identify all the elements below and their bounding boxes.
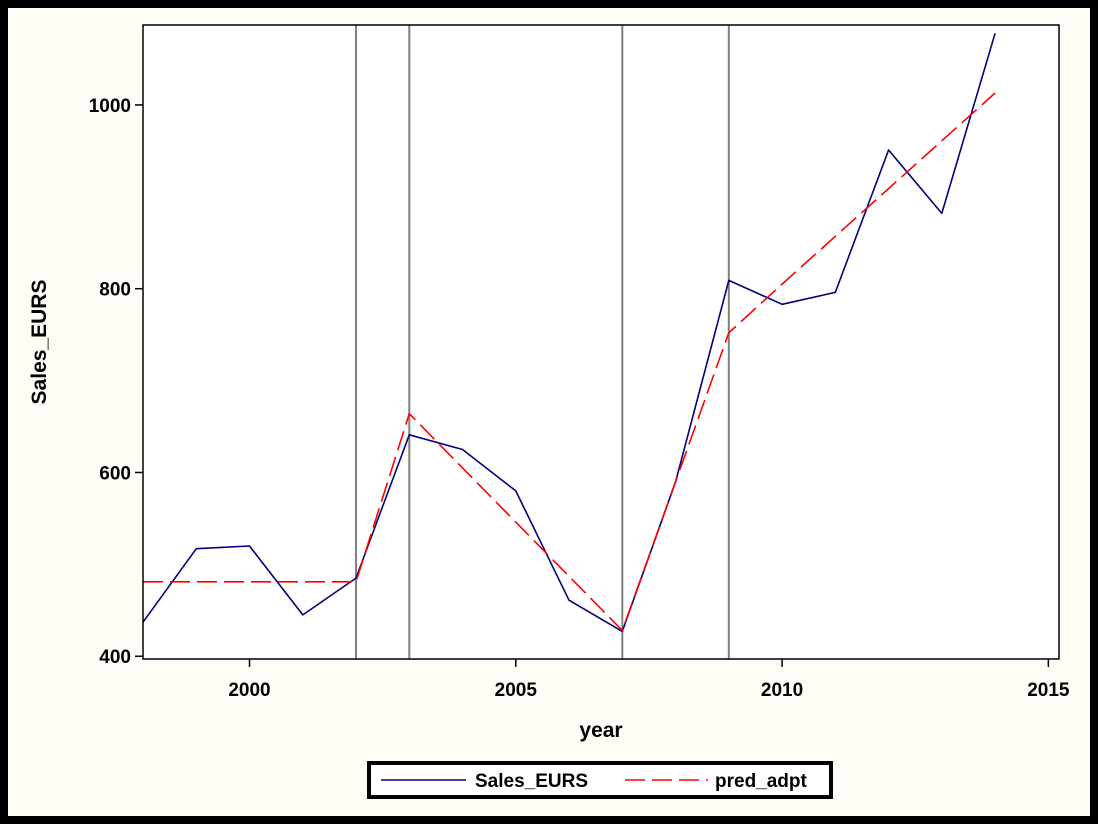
y-axis-title: Sales_EURS: [28, 280, 51, 405]
y-tick-label: 600: [99, 463, 131, 484]
x-tick-label: 2010: [761, 680, 803, 701]
series-line-sales-eurs: [142, 33, 996, 633]
chart-frame: 2000 2005 2010 2015 400 600 800 1000 year Sale…: [8, 8, 1090, 816]
y-tick-label: 400: [99, 647, 131, 668]
legend: Sales_EURS pred_adpt: [367, 761, 833, 799]
line-chart: 2000 2005 2010 2015 400 600 800 1000 year Sale…: [28, 24, 1070, 799]
legend-label-sales-eurs: Sales_EURS: [475, 771, 588, 792]
y-tick-label: 800: [99, 280, 131, 301]
x-tick-label: 2015: [1027, 680, 1070, 701]
x-tick-label: 2000: [228, 680, 270, 701]
legend-label-pred-adpt: pred_adpt: [715, 771, 808, 792]
x-tick-label: 2005: [495, 680, 538, 701]
plot-area: [143, 25, 1059, 659]
plot-border: [142, 24, 1060, 660]
x-axis-title: year: [579, 719, 622, 742]
series-line-pred-adpt: [143, 92, 996, 632]
y-tick-label: 1000: [89, 96, 131, 117]
